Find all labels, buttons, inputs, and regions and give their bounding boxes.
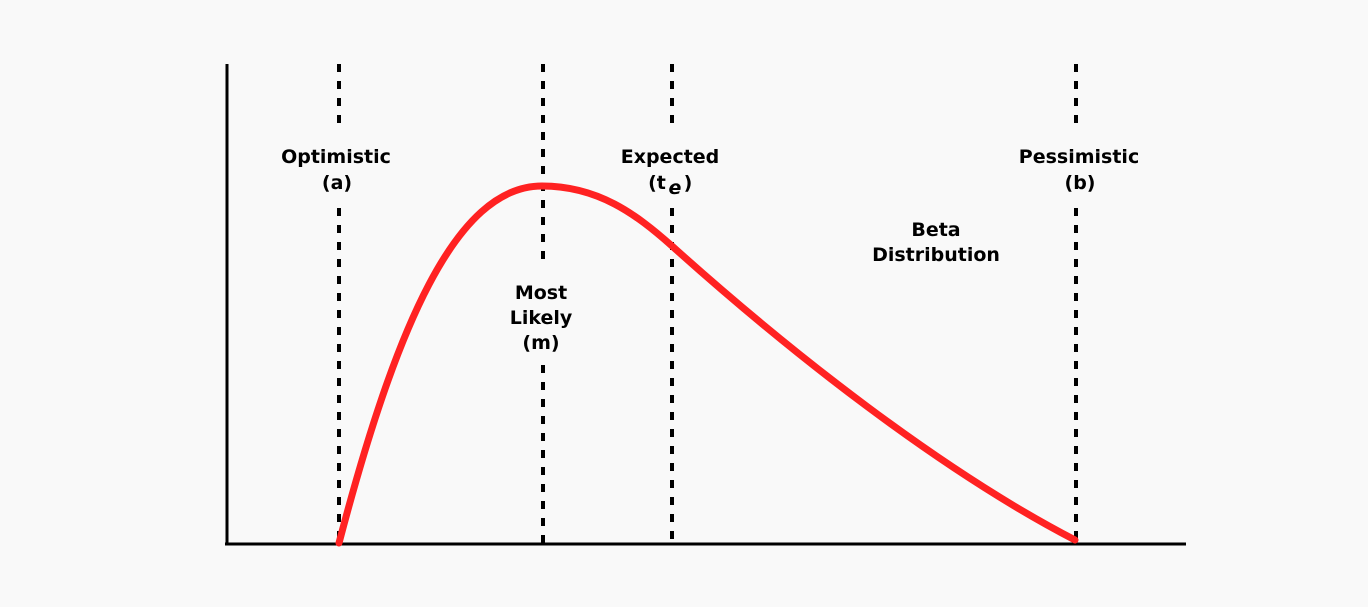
expected-symbol-close: )	[684, 172, 693, 194]
curve-name-line1: Beta	[911, 219, 960, 241]
beta-distribution-curve	[335, 182, 1079, 547]
expected-label: Expected	[621, 146, 720, 168]
curve-name-line2: Distribution	[872, 244, 1000, 266]
pessimistic-label: Pessimistic	[1019, 146, 1139, 168]
optimistic-symbol: (a)	[322, 172, 352, 194]
most-likely-symbol: (m)	[522, 332, 559, 354]
expected-symbol-open: (t	[648, 172, 666, 194]
optimistic-label: Optimistic	[281, 146, 391, 168]
most-likely-label-line2: Likely	[510, 307, 573, 329]
expected-subscript: e	[669, 177, 682, 199]
most-likely-label-line1: Most	[515, 282, 567, 304]
pessimistic-symbol: (b)	[1065, 172, 1096, 194]
